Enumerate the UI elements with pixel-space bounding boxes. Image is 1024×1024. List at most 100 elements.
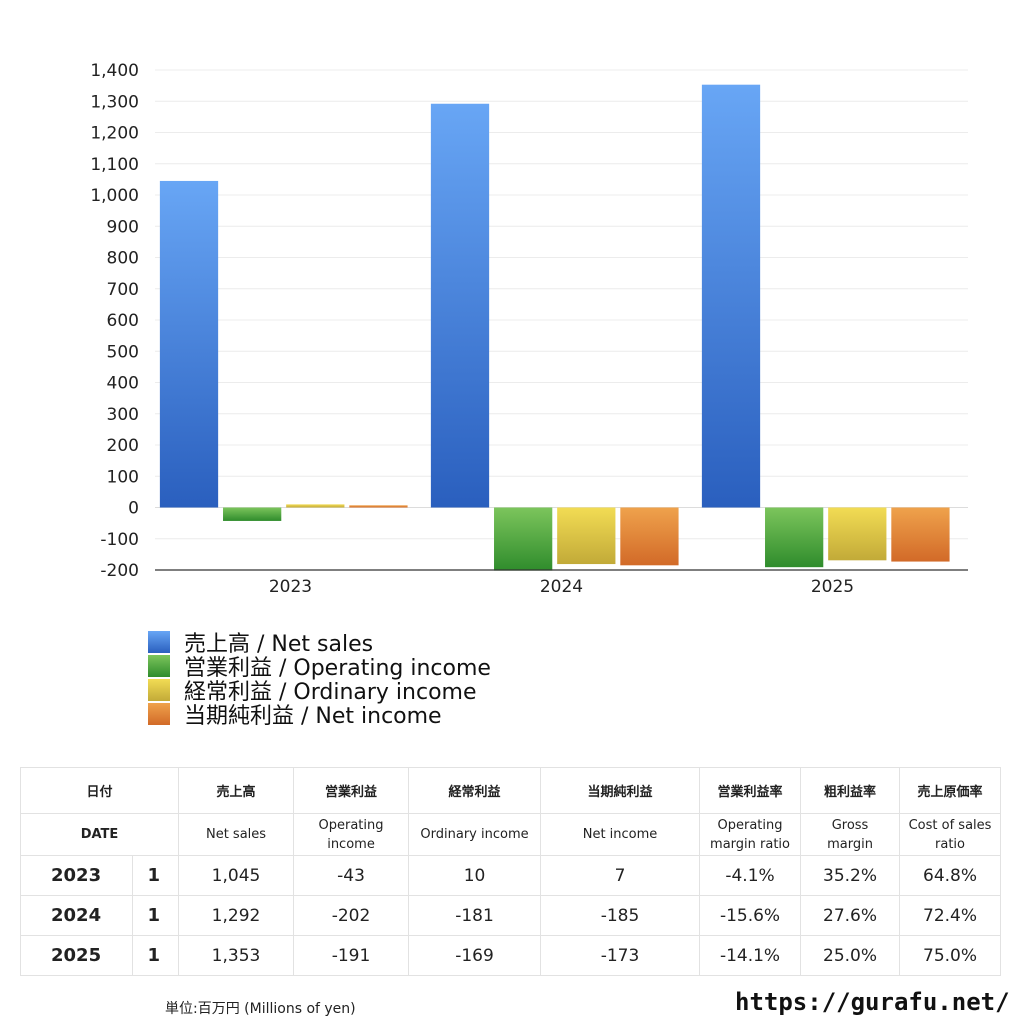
legend-label: 売上高 / Net sales [184,632,374,657]
y-tick-label: 800 [107,249,139,269]
legend-item: 売上高 / Net sales [148,630,491,657]
header-net-income-jp: 当期純利益 [540,767,701,814]
row-cost-ratio: 64.8% [899,855,1002,896]
header-date-jp: 日付 [19,767,180,814]
table-header-jp: 日付 売上高 営業利益 経常利益 当期純利益 営業利益率 粗利益率 売上原価率 [19,767,1002,814]
bar-ordinary-income-2025 [828,507,887,561]
row-net-sales: 1,353 [178,935,295,976]
y-tick-label: 700 [107,280,139,300]
bar-net-income-2024 [620,507,679,566]
y-tick-label: 1,400 [90,61,139,81]
row-year: 2025 [20,935,133,976]
header-operating-income-en-line1: Operating [318,817,384,833]
site-url: https://gurafu.net/ [735,988,1010,1016]
legend-item: 経常利益 / Ordinary income [148,678,491,705]
x-tick-label: 2023 [269,577,312,597]
legend-swatch [148,655,170,677]
row-net-sales: 1,292 [178,895,295,936]
table-row: 2025 1 1,353 -191 -169 -173 -14.1% 25.0%… [20,935,1002,976]
header-gross-margin-jp: 粗利益率 [800,767,901,814]
y-tick-label: 600 [107,311,139,331]
bar-operating-income-2024 [494,507,553,571]
header-ordinary-income-en: Ordinary income [408,813,542,856]
y-tick-label: 400 [107,374,139,394]
row-ordinary-income: -181 [408,895,542,936]
y-axis-ticks: 1,400 1,300 1,200 1,100 1,000 900 800 700 600 500… [90,61,139,581]
bar-chart: 1,400 1,300 1,200 1,100 1,000 900 800 700 600 500… [90,61,968,597]
row-gross-margin: 27.6% [800,895,901,936]
bar-net-income-2023 [349,505,408,508]
header-cost-ratio-en: Cost of sales ratio [899,813,1002,856]
bar-net-sales-2024 [430,103,490,508]
gridlines [155,69,968,571]
header-operating-income-jp: 営業利益 [293,767,410,814]
y-tick-label: 1,100 [90,155,139,175]
data-table-container: 日付 売上高 営業利益 経常利益 当期純利益 営業利益率 粗利益率 売上原価率 … [19,767,1002,976]
header-op-margin-en-line2: margin ratio [710,836,790,852]
row-operating-income: -191 [293,935,410,976]
row-count: 1 [131,855,180,896]
row-ordinary-income: 10 [408,855,542,896]
legend-label: 営業利益 / Operating income [184,656,491,681]
header-operating-income-en-line2: income [327,836,375,852]
unit-note: 単位:百万円 (Millions of yen) [165,1001,356,1017]
legend-swatch [148,631,170,653]
y-tick-label: 100 [107,467,139,487]
header-ordinary-income-jp: 経常利益 [408,767,542,814]
header-net-income-en: Net income [540,813,701,856]
bar-ordinary-income-2024 [557,507,616,565]
row-year: 2023 [20,855,133,896]
row-op-margin: -14.1% [699,935,802,976]
header-cost-ratio-jp: 売上原価率 [899,767,1002,814]
row-net-sales: 1,045 [178,855,295,896]
y-tick-label: 200 [107,436,139,456]
row-ordinary-income: -169 [408,935,542,976]
header-net-sales-jp: 売上高 [178,767,295,814]
bar-net-income-2025 [891,507,950,562]
row-year: 2024 [20,895,133,936]
legend-label: 経常利益 / Ordinary income [184,680,477,705]
table-header-en: DATE Net sales Operating income Ordinary … [19,813,1002,856]
header-op-margin-en-line1: Operating [717,817,783,833]
row-net-income: 7 [540,855,701,896]
header-cost-ratio-en-line2: ratio [935,836,965,852]
y-tick-label: 500 [107,342,139,362]
bar-net-sales-2023 [159,180,219,508]
header-gross-margin-en: Gross margin [800,813,901,856]
y-tick-label: 1,300 [90,92,139,112]
legend-swatch [148,679,170,701]
data-table: 日付 売上高 営業利益 経常利益 当期純利益 営業利益率 粗利益率 売上原価率 … [19,767,1002,976]
x-tick-label: 2025 [811,577,854,597]
header-net-sales-en: Net sales [178,813,295,856]
row-net-income: -173 [540,935,701,976]
row-operating-income: -202 [293,895,410,936]
legend-swatch [148,703,170,725]
header-op-margin-en: Operating margin ratio [699,813,802,856]
y-tick-label: -200 [100,561,139,581]
row-gross-margin: 35.2% [800,855,901,896]
row-op-margin: -15.6% [699,895,802,936]
y-tick-label: 1,000 [90,186,139,206]
y-tick-label: -100 [100,530,139,550]
row-cost-ratio: 75.0% [899,935,1002,976]
y-tick-label: 900 [107,217,139,237]
header-gross-margin-en-line2: margin [827,836,873,852]
legend-item: 営業利益 / Operating income [148,654,491,681]
bar-ordinary-income-2023 [286,504,345,508]
x-axis-ticks: 2023 2024 2025 [269,577,854,597]
header-op-margin-jp: 営業利益率 [699,767,802,814]
row-net-income: -185 [540,895,701,936]
row-cost-ratio: 72.4% [899,895,1002,936]
row-count: 1 [131,935,180,976]
row-operating-income: -43 [293,855,410,896]
bars [159,84,950,571]
bar-net-sales-2025 [701,84,761,508]
y-tick-label: 0 [128,499,139,519]
header-gross-margin-en-line1: Gross [831,817,869,833]
legend-label: 当期純利益 / Net income [184,704,442,729]
legend-item: 当期純利益 / Net income [148,702,491,729]
header-operating-income-en: Operating income [293,813,410,856]
y-tick-label: 1,200 [90,124,139,144]
row-count: 1 [131,895,180,936]
y-tick-label: 300 [107,405,139,425]
